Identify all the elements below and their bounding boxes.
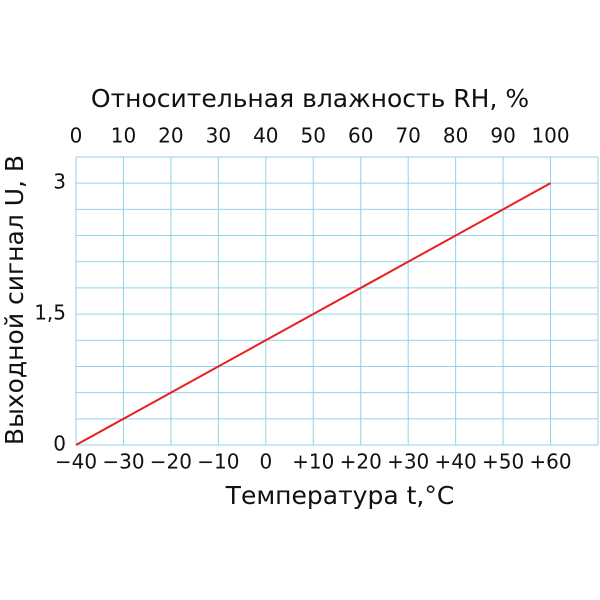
x-tick-label: +60	[529, 450, 571, 474]
x2-tick-label: 90	[490, 124, 515, 148]
y-tick-label: 1,5	[34, 301, 66, 325]
y-tick-label: 0	[53, 432, 66, 456]
chart-title: Относительная влажность RH, %	[91, 84, 529, 113]
x-tick-label: −10	[197, 450, 239, 474]
x2-tick-label: 100	[531, 124, 569, 148]
x-tick-label: −20	[150, 450, 192, 474]
y-axis-label: Выходной сигнал U, В	[0, 155, 29, 445]
x2-tick-label: 10	[111, 124, 136, 148]
x2-tick-label: 0	[70, 124, 83, 148]
x2-tick-label: 70	[395, 124, 420, 148]
x-tick-label: +10	[292, 450, 334, 474]
x-tick-label: +40	[435, 450, 477, 474]
x-tick-label: −40	[55, 450, 97, 474]
x-tick-label: +50	[482, 450, 524, 474]
x2-tick-label: 60	[348, 124, 373, 148]
x-tick-label: +30	[387, 450, 429, 474]
x2-tick-label: 30	[206, 124, 231, 148]
x-tick-label: 0	[259, 450, 272, 474]
x2-tick-label: 50	[301, 124, 326, 148]
x-tick-label: −30	[102, 450, 144, 474]
x2-tick-label: 40	[253, 124, 278, 148]
y-tick-label: 3	[53, 170, 66, 194]
x-tick-label: +20	[340, 450, 382, 474]
x2-tick-label: 20	[158, 124, 183, 148]
x-axis-label: Температура t,°C	[225, 481, 455, 510]
line	[75, 182, 552, 446]
x2-tick-label: 80	[443, 124, 468, 148]
